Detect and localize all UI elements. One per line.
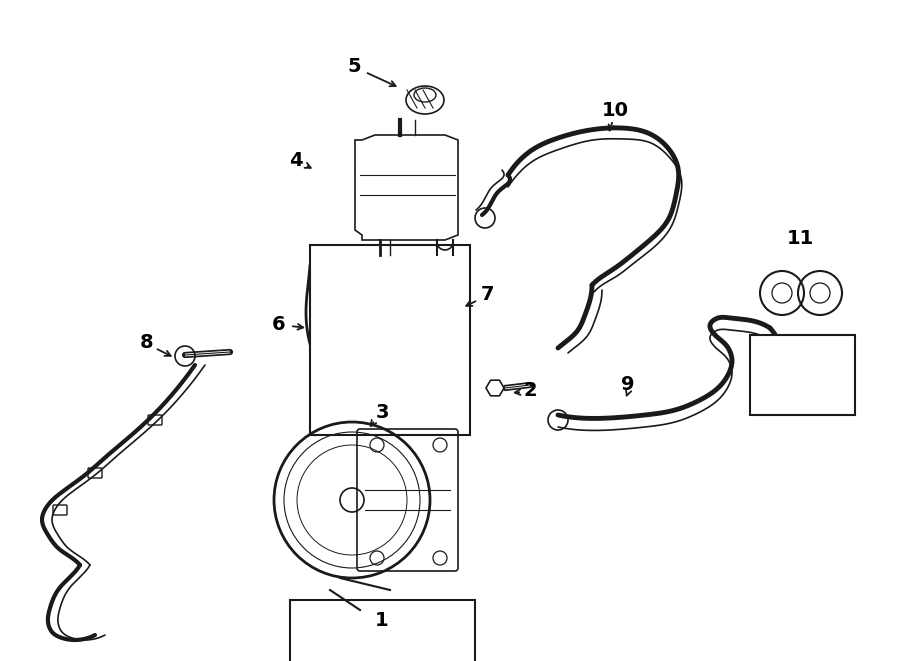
Text: 2: 2 (523, 381, 536, 399)
Text: 7: 7 (481, 286, 494, 305)
Text: 10: 10 (601, 100, 628, 120)
Text: 4: 4 (289, 151, 302, 169)
Bar (310, 245, 470, 435)
Bar (750, 335, 855, 415)
Text: 3: 3 (375, 403, 389, 422)
Text: 11: 11 (787, 229, 814, 247)
Text: 5: 5 (347, 58, 361, 77)
Text: 1: 1 (375, 611, 389, 629)
Text: 9: 9 (621, 375, 634, 395)
Polygon shape (486, 380, 504, 396)
Text: 8: 8 (140, 332, 154, 352)
Text: 6: 6 (272, 315, 286, 334)
Bar (290, 600, 475, 661)
